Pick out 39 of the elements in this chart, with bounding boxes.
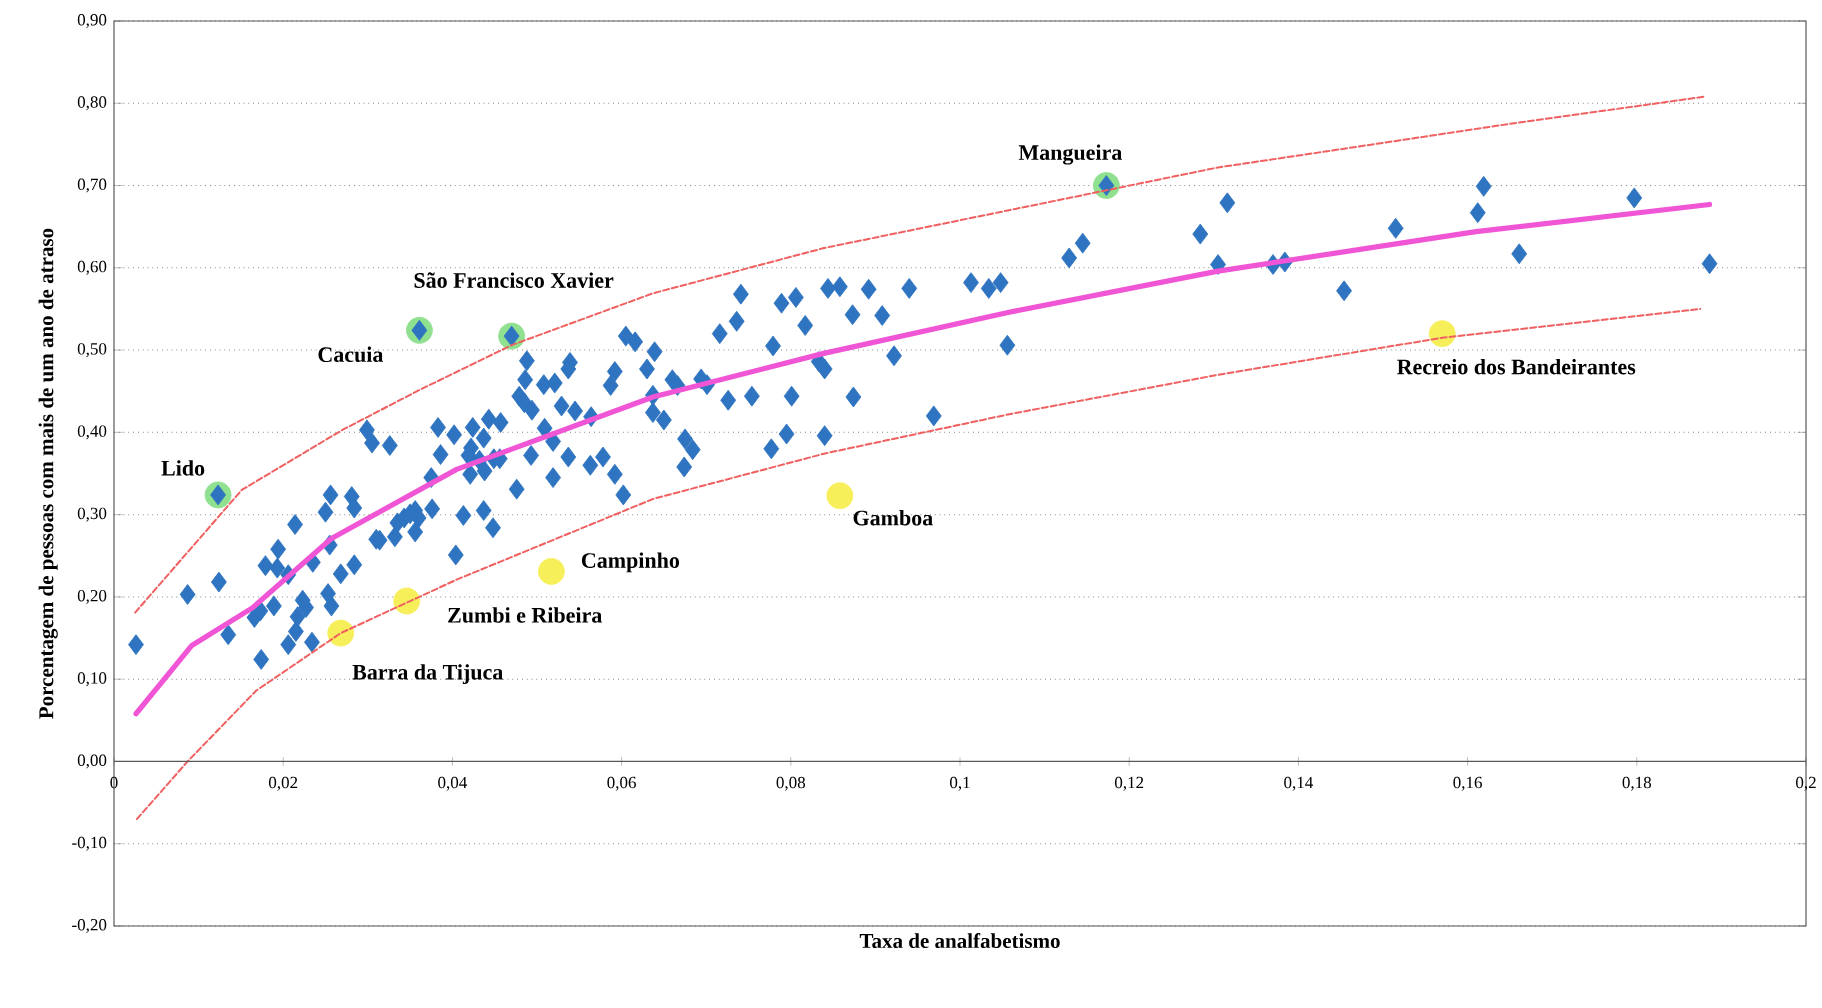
x-tick-label: 0,2: [1796, 776, 1816, 791]
y-tick-label: -0,10: [72, 836, 107, 851]
annotation: Recreio dos Bandeirantes: [1397, 358, 1636, 375]
annotation: Cacuia: [318, 346, 384, 363]
annotation: Zumbi e Ribeira: [448, 607, 602, 623]
point: [537, 558, 565, 585]
line-series: [135, 307, 1702, 821]
y-tick-label: 0,20: [77, 589, 107, 604]
x-axis-title: Taxa de analfabetismo: [859, 933, 1060, 949]
x-tick-label: 0,06: [607, 776, 636, 791]
y-axis-title: Porcentagem de pessoas com mais de um ano de atraso: [38, 228, 58, 719]
y-tick-label: 0,60: [77, 260, 107, 275]
y-tick-label: 0,90: [77, 14, 107, 28]
point: [826, 482, 854, 510]
annotation: Campinho: [581, 552, 680, 573]
x-tick-label: 0,1: [950, 776, 970, 791]
x-tick-label: 0,04: [438, 776, 468, 791]
x-tick-label: 0: [110, 776, 118, 789]
x-tick-label: 0,18: [1622, 776, 1652, 791]
y-tick-label: -0,20: [72, 919, 107, 933]
x-tick-label: 0,02: [268, 776, 298, 791]
x-tick-label: 0,14: [1284, 776, 1314, 791]
y-tick-label: 0,70: [77, 178, 107, 193]
y-tick-label: 0,80: [77, 96, 107, 111]
x-tick-label: 0,08: [776, 776, 806, 791]
y-tick-label: 0,30: [77, 507, 107, 522]
point: [1428, 320, 1456, 348]
annotation: Lido: [161, 460, 205, 476]
annotation: Gamboa: [853, 509, 933, 526]
y-tick-label: 0,10: [77, 672, 107, 687]
x-tick-label: 0,12: [1114, 776, 1144, 791]
x-tick-label: 0,16: [1453, 776, 1482, 791]
y-tick-label: 0,00: [77, 754, 107, 769]
annotation: Barra da Tijuca: [352, 664, 503, 685]
y-tick-label: 0,40: [77, 425, 107, 440]
y-tick-label: 0,50: [77, 343, 107, 358]
annotation: Mangueira: [1018, 144, 1122, 165]
annotation: São Francisco Xavier: [414, 272, 614, 288]
point: [327, 619, 355, 647]
